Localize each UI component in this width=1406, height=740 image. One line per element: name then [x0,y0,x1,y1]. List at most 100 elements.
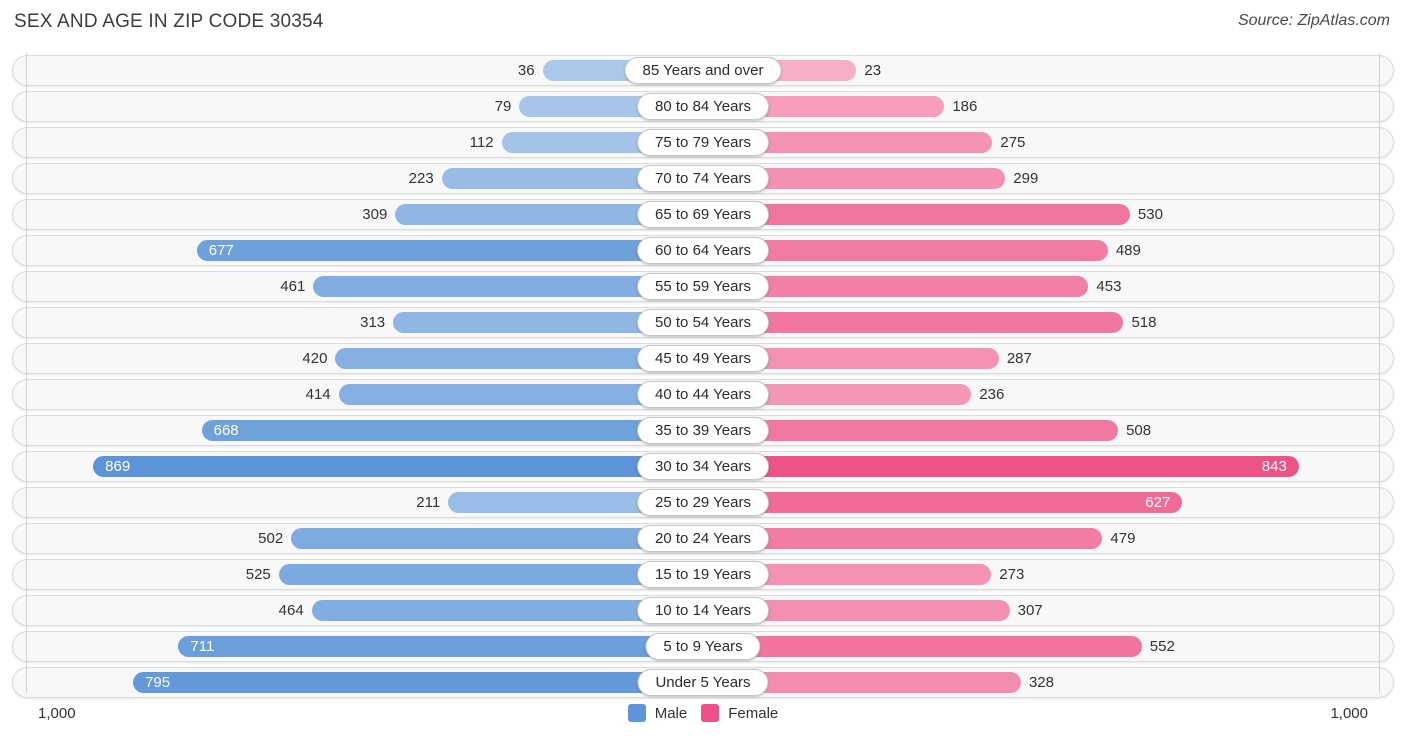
male-bar [133,672,703,693]
age-row: 677 489 60 to 64 Years [12,235,1394,266]
female-value-label: 518 [1131,314,1157,331]
female-bar [703,672,1021,693]
age-row: 112 275 75 to 79 Years [12,127,1394,158]
female-value-label: 508 [1126,422,1152,439]
male-value-label: 525 [245,566,271,583]
left-axis-max-label: 1,000 [38,705,76,722]
age-row: 502 479 20 to 24 Years [12,523,1394,554]
female-value-label: 479 [1110,530,1136,547]
legend-item-female: Female [701,704,778,722]
age-group-label: 80 to 84 Years [637,93,769,120]
age-row: 525 273 15 to 19 Years [12,559,1394,590]
female-bar [703,348,999,369]
legend-male-label: Male [654,704,688,722]
male-value-label: 711 [190,638,215,655]
age-group-label: 10 to 14 Years [637,597,769,624]
female-bar [703,636,1142,657]
age-group-label: 75 to 79 Years [637,129,769,156]
age-group-label: Under 5 Years [637,669,769,696]
female-color-swatch [701,704,720,722]
male-bar [93,456,703,477]
female-value-label: 275 [1000,134,1026,151]
male-value-label: 420 [302,350,328,367]
age-group-label: 35 to 39 Years [637,417,769,444]
male-value-label: 677 [208,242,234,259]
age-row: 711 552 5 to 9 Years [12,631,1394,662]
age-row: 464 307 10 to 14 Years [12,595,1394,626]
age-group-label: 40 to 44 Years [637,381,769,408]
age-row: 420 287 45 to 49 Years [12,343,1394,374]
male-value-label: 211 [416,494,441,511]
female-value-label: 307 [1017,602,1043,619]
age-row: 461 453 55 to 59 Years [12,271,1394,302]
age-row: 79 186 80 to 84 Years [12,91,1394,122]
right-axis-gridline [1379,53,1380,693]
male-bar [291,528,703,549]
age-group-label: 65 to 69 Years [637,201,769,228]
female-value-label: 273 [999,566,1025,583]
age-row: 36 23 85 Years and over [12,55,1394,86]
age-row: 795 328 Under 5 Years [12,667,1394,698]
male-value-label: 309 [362,206,388,223]
female-value-label: 552 [1149,638,1175,655]
male-bar [313,276,703,297]
female-value-label: 453 [1096,278,1122,295]
age-group-label: 55 to 59 Years [637,273,769,300]
age-group-label: 20 to 24 Years [637,525,769,552]
age-group-label: 30 to 34 Years [637,453,769,480]
age-row: 223 299 70 to 74 Years [12,163,1394,194]
female-bar [703,276,1089,297]
age-row: 414 236 40 to 44 Years [12,379,1394,410]
female-bar [703,492,1183,513]
age-rows-container: 36 23 85 Years and over 79 186 80 to 84 … [12,55,1394,698]
female-value-label: 843 [1261,458,1287,475]
male-bar [338,384,703,405]
age-row: 313 518 50 to 54 Years [12,307,1394,338]
male-value-label: 464 [278,602,304,619]
male-bar [278,564,703,585]
male-bar [201,420,703,441]
female-bar [703,600,1010,621]
left-axis-gridline [26,53,27,693]
male-bar [178,636,703,657]
male-value-label: 79 [494,98,512,115]
age-group-label: 70 to 74 Years [637,165,769,192]
female-value-label: 23 [864,62,882,79]
female-value-label: 236 [979,386,1005,403]
male-bar [393,312,703,333]
male-value-label: 313 [360,314,386,331]
male-value-label: 112 [469,134,494,151]
female-value-label: 186 [952,98,978,115]
male-bar [311,600,703,621]
female-value-label: 328 [1028,674,1054,691]
male-color-swatch [627,704,646,722]
legend-female-label: Female [728,704,779,722]
female-bar [703,132,993,153]
female-bar [703,168,1006,189]
female-value-label: 299 [1013,170,1039,187]
female-bar [703,456,1299,477]
female-bar [703,528,1103,549]
chart-title: SEX AND AGE IN ZIP CODE 30354 [14,11,324,32]
male-value-label: 795 [145,674,171,691]
age-group-label: 85 Years and over [624,57,782,84]
age-row: 668 508 35 to 39 Years [12,415,1394,446]
male-value-label: 502 [258,530,284,547]
legend-item-male: Male [627,704,688,722]
female-value-label: 530 [1137,206,1163,223]
male-bar [395,204,703,225]
age-row: 211 627 25 to 29 Years [12,487,1394,518]
source-attribution: Source: ZipAtlas.com [1237,12,1390,29]
female-bar [703,204,1130,225]
male-bar [196,240,703,261]
male-value-label: 36 [517,62,535,79]
male-value-label: 414 [305,386,331,403]
male-value-label: 223 [408,170,434,187]
male-value-label: 461 [280,278,306,295]
age-group-label: 60 to 64 Years [637,237,769,264]
female-bar [703,384,972,405]
female-bar [703,420,1119,441]
female-bar [703,240,1108,261]
female-value-label: 287 [1006,350,1032,367]
right-axis-max-label: 1,000 [1330,705,1368,722]
